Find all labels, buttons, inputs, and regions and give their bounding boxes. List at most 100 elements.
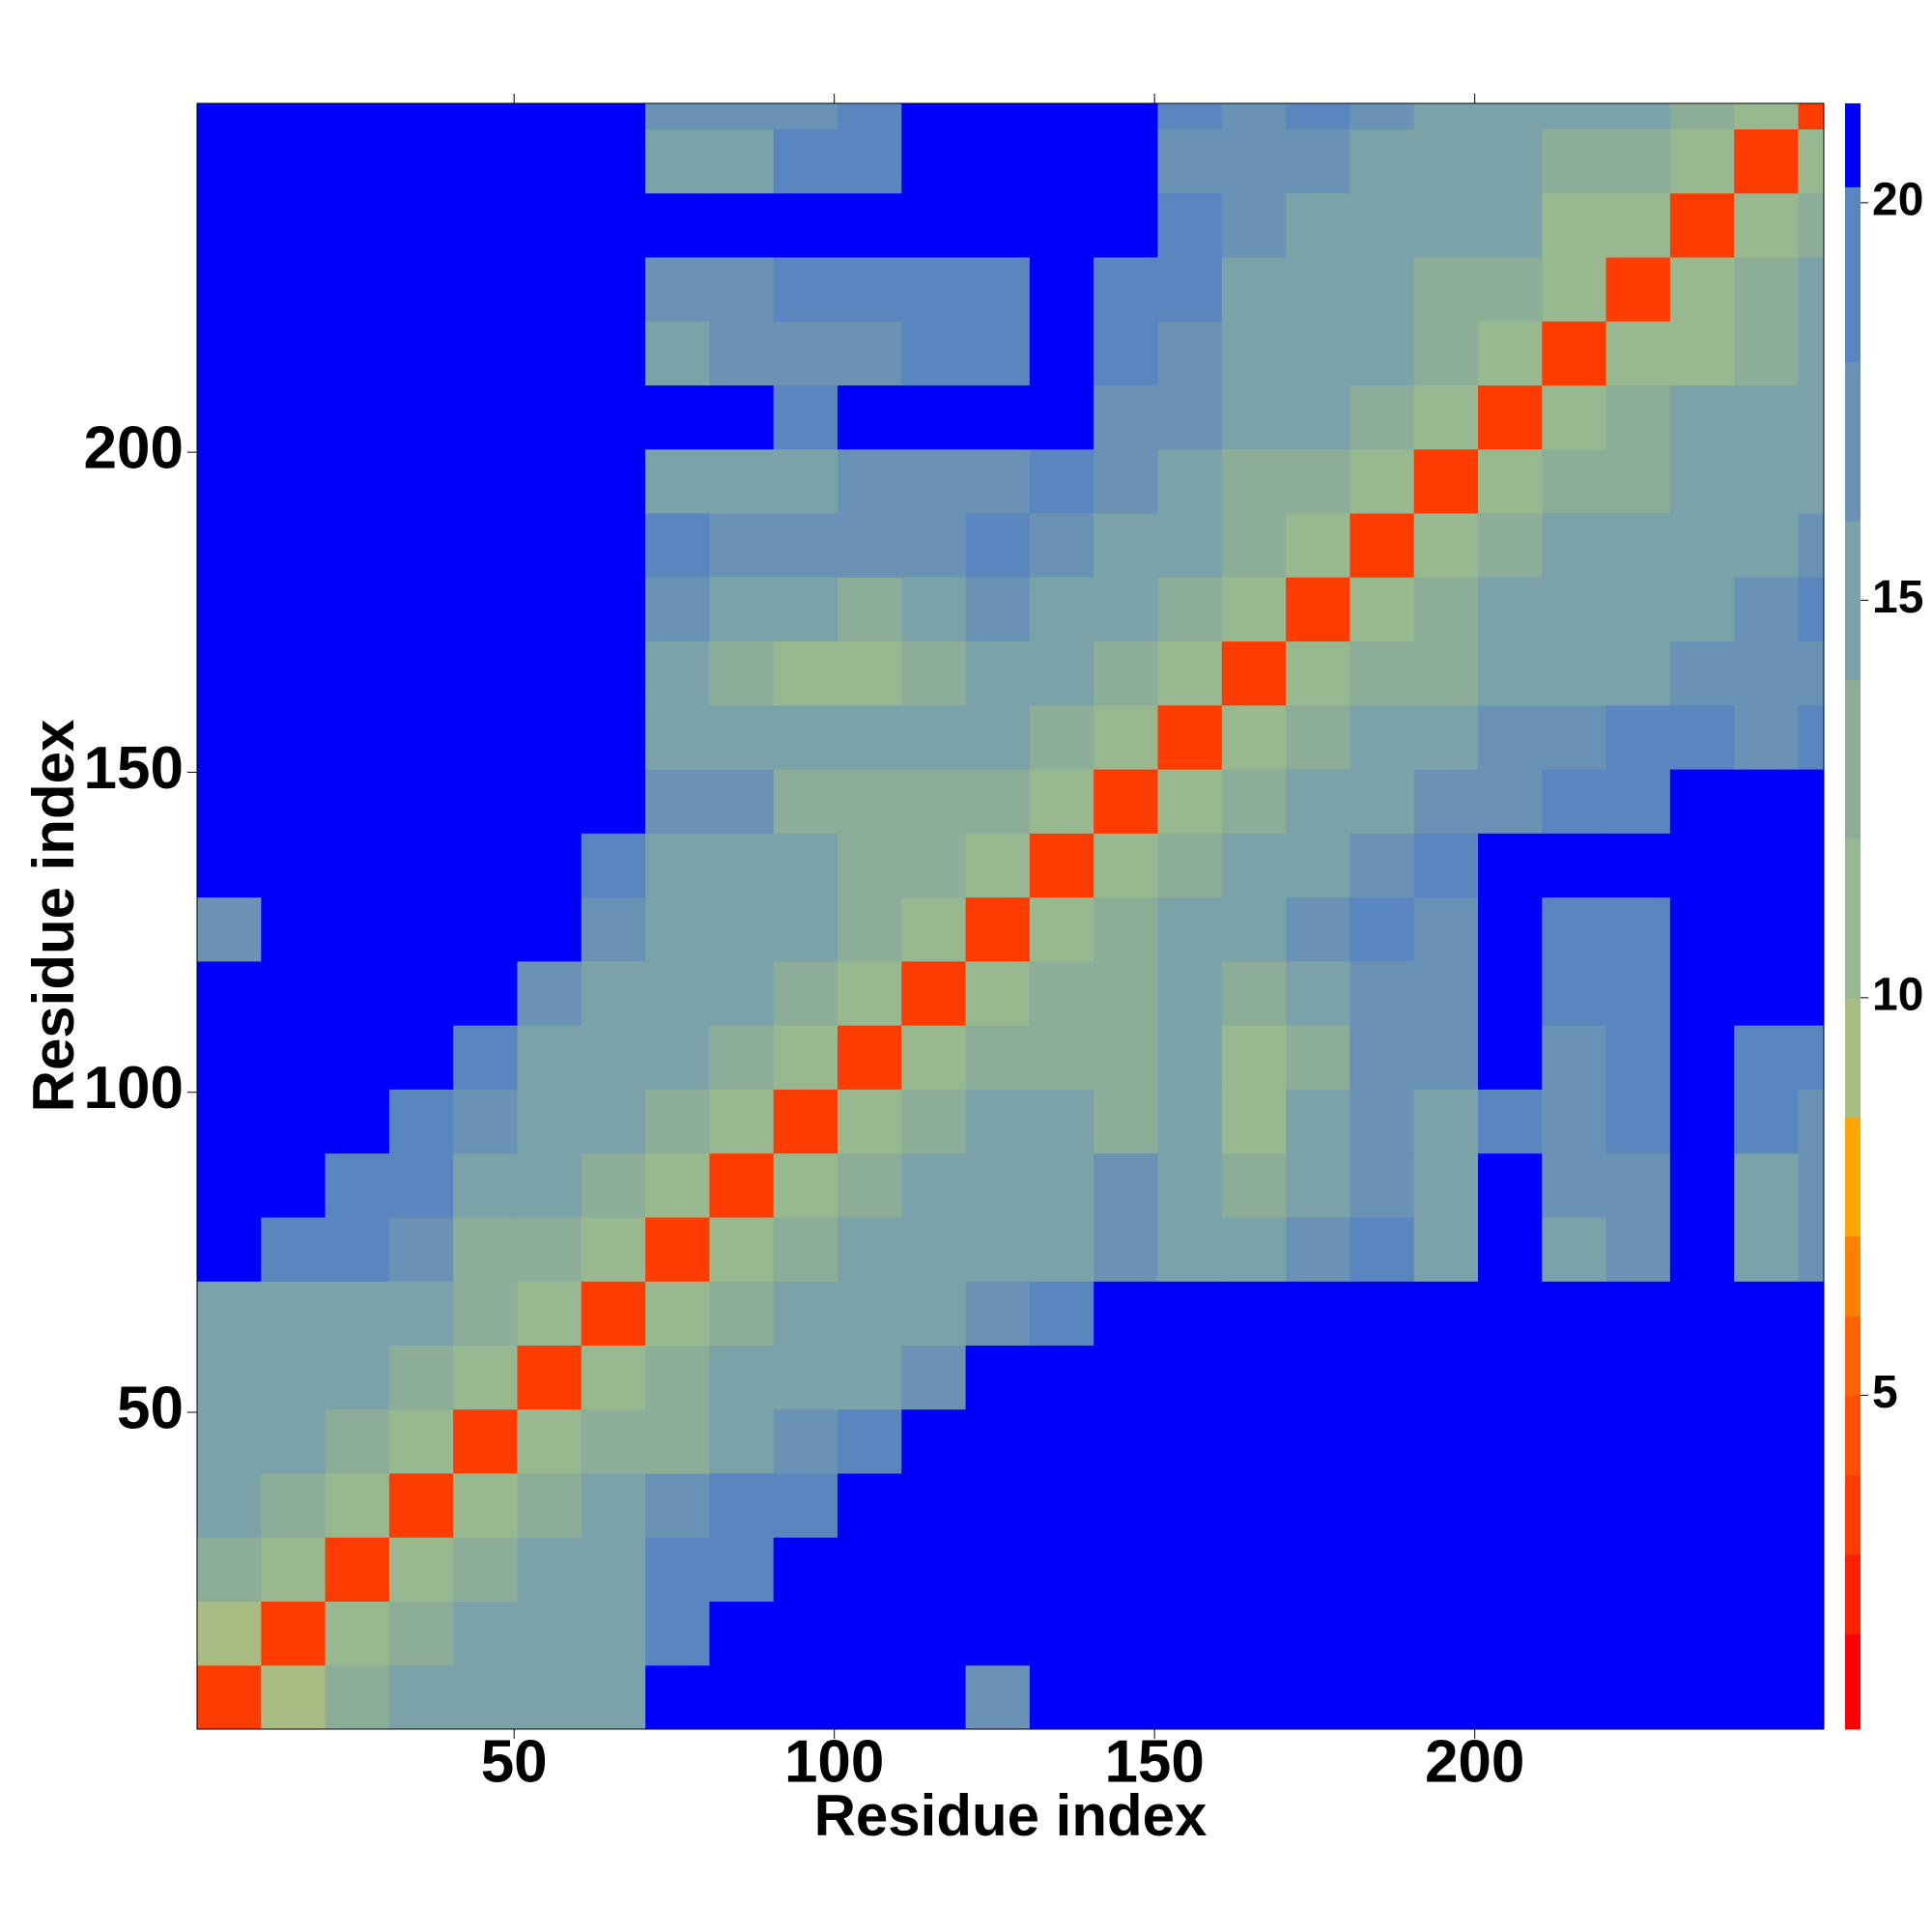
heatmap-cell — [1413, 384, 1479, 450]
heatmap-cell — [1477, 640, 1543, 706]
heatmap-cell — [261, 1216, 327, 1282]
heatmap-cell — [388, 103, 454, 130]
heatmap-cell — [1734, 1664, 1799, 1730]
heatmap-cell — [1029, 448, 1094, 514]
heatmap-cell — [388, 1089, 454, 1154]
heatmap-cell — [1094, 103, 1158, 130]
heatmap-cell — [709, 704, 775, 770]
heatmap-cell — [1350, 1537, 1415, 1602]
heatmap-cell — [1798, 1664, 1825, 1730]
heatmap-cell — [1798, 640, 1825, 706]
x-tick-label: 200 — [1425, 1728, 1524, 1795]
heatmap-cell — [1094, 896, 1158, 962]
heatmap-cell — [197, 448, 262, 514]
heatmap-cell — [261, 769, 327, 834]
heatmap-cell — [1221, 448, 1287, 514]
heatmap-cell — [1221, 321, 1287, 386]
heatmap-cell — [1286, 448, 1350, 514]
heatmap-cell — [1029, 384, 1094, 450]
heatmap-cell — [388, 577, 454, 642]
heatmap-cell — [1734, 1601, 1799, 1666]
heatmap-cell — [1157, 384, 1223, 450]
heatmap-cell — [1157, 513, 1223, 578]
heatmap-cell — [1157, 577, 1223, 642]
heatmap-cell — [1605, 448, 1671, 514]
heatmap-cell — [1350, 960, 1415, 1026]
heatmap-cell — [197, 1664, 262, 1730]
heatmap-cell — [517, 1664, 582, 1730]
heatmap-cell — [1605, 1152, 1671, 1218]
heatmap-cell — [1477, 1025, 1543, 1090]
heatmap-cell — [1413, 1089, 1479, 1154]
heatmap-cell — [1350, 1601, 1415, 1666]
heatmap-cell — [1734, 257, 1799, 322]
heatmap-cell — [388, 448, 454, 514]
heatmap-cell — [837, 1152, 902, 1218]
heatmap-cell — [837, 448, 902, 514]
heatmap-cell — [261, 1537, 327, 1602]
heatmap-cell — [1286, 128, 1350, 194]
heatmap-cell — [1157, 1664, 1223, 1730]
heatmap-cell — [1542, 1537, 1607, 1602]
heatmap-cell — [325, 896, 390, 962]
heatmap-cell — [388, 1345, 454, 1410]
heatmap-cell — [453, 1216, 518, 1282]
heatmap-cell — [1350, 896, 1415, 962]
x-tick-label: 100 — [784, 1728, 884, 1795]
heatmap-cell — [901, 103, 967, 130]
heatmap-cell — [1477, 1281, 1543, 1346]
heatmap-cell — [837, 384, 902, 450]
heatmap-cell — [388, 1408, 454, 1474]
heatmap-cell — [773, 1601, 838, 1666]
heatmap-cell — [581, 1216, 646, 1282]
heatmap-cell — [261, 896, 327, 962]
heatmap-cell — [709, 257, 775, 322]
heatmap-cell — [1605, 192, 1671, 258]
heatmap-cell — [645, 128, 710, 194]
heatmap-cell — [581, 896, 646, 962]
heatmap-cell — [709, 1408, 775, 1474]
heatmap-cell — [581, 1089, 646, 1154]
heatmap-cell — [645, 833, 710, 898]
heatmap-cell — [1157, 128, 1223, 194]
heatmap-cell — [453, 384, 518, 450]
heatmap-cell — [581, 769, 646, 834]
heatmap-cell — [1029, 192, 1094, 258]
heatmap-cell — [581, 577, 646, 642]
heatmap-cell — [1094, 1601, 1158, 1666]
heatmap-cell — [1542, 577, 1607, 642]
heatmap-cell — [1605, 833, 1671, 898]
heatmap-cell — [645, 1664, 710, 1730]
heatmap-cell — [261, 640, 327, 706]
heatmap-cell — [709, 1664, 775, 1730]
heatmap-cell — [965, 1216, 1031, 1282]
heatmap-cell — [901, 1216, 967, 1282]
heatmap-cell — [1477, 1216, 1543, 1282]
heatmap-cell — [1477, 1089, 1543, 1154]
heatmap-cell — [901, 1664, 967, 1730]
heatmap-cell — [197, 833, 262, 898]
heatmap-cell — [325, 1408, 390, 1474]
heatmap-cell — [388, 128, 454, 194]
heatmap-cell — [1221, 1664, 1287, 1730]
heatmap-cell — [773, 769, 838, 834]
heatmap-cell — [261, 1089, 327, 1154]
heatmap-cell — [1477, 128, 1543, 194]
heatmap-cell — [773, 640, 838, 706]
heatmap-cell — [1413, 192, 1479, 258]
heatmap-cell — [965, 896, 1031, 962]
heatmap-cell — [1413, 513, 1479, 578]
heatmap-cell — [325, 513, 390, 578]
heatmap-cell — [901, 769, 967, 834]
heatmap-cell — [1350, 1281, 1415, 1346]
heatmap-cell — [709, 896, 775, 962]
heatmap-cell — [261, 192, 327, 258]
heatmap-cell — [837, 1537, 902, 1602]
heatmap-cell — [581, 640, 646, 706]
heatmap-cell — [1669, 833, 1735, 898]
heatmap-cell — [517, 704, 582, 770]
heatmap-cell — [837, 1408, 902, 1474]
heatmap-cell — [837, 769, 902, 834]
heatmap-cell — [1029, 1408, 1094, 1474]
heatmap-cell — [709, 577, 775, 642]
